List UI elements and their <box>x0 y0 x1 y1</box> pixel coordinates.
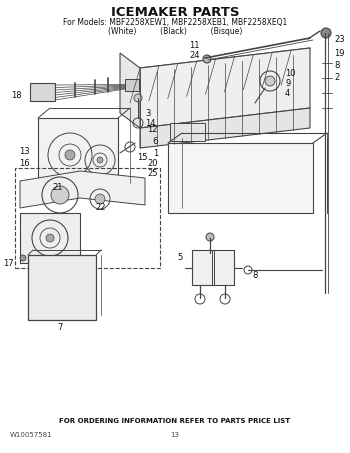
Bar <box>38 118 118 193</box>
Text: 13: 13 <box>170 432 180 438</box>
Circle shape <box>65 150 75 160</box>
Text: 12: 12 <box>147 125 158 135</box>
Text: 9: 9 <box>285 78 290 87</box>
Bar <box>192 250 234 285</box>
Circle shape <box>107 182 113 188</box>
Text: 6: 6 <box>153 136 158 145</box>
Text: 8: 8 <box>252 270 257 280</box>
Text: 3: 3 <box>145 109 150 117</box>
Text: 22: 22 <box>95 202 105 212</box>
Polygon shape <box>120 53 140 128</box>
Circle shape <box>97 157 103 163</box>
Text: 8: 8 <box>334 61 340 69</box>
Text: 14: 14 <box>145 119 155 127</box>
Bar <box>20 213 80 263</box>
Text: 21: 21 <box>52 183 63 192</box>
Text: 13: 13 <box>19 146 30 155</box>
Text: 19: 19 <box>334 48 344 58</box>
Text: ICEMAKER PARTS: ICEMAKER PARTS <box>111 6 239 19</box>
Text: 18: 18 <box>11 91 22 100</box>
Bar <box>15 168 160 268</box>
Polygon shape <box>130 48 310 103</box>
Polygon shape <box>140 108 310 148</box>
Circle shape <box>20 255 26 261</box>
Circle shape <box>43 182 49 188</box>
Bar <box>214 250 234 285</box>
Circle shape <box>321 28 331 38</box>
Bar <box>30 83 55 101</box>
Text: FOR ORDERING INFORMATION REFER TO PARTS PRICE LIST: FOR ORDERING INFORMATION REFER TO PARTS … <box>60 418 290 424</box>
Text: 16: 16 <box>19 159 30 168</box>
Text: 11: 11 <box>189 40 200 49</box>
Polygon shape <box>20 171 145 208</box>
Text: 2: 2 <box>334 73 339 82</box>
Text: 7: 7 <box>57 323 63 332</box>
Bar <box>125 79 139 91</box>
Text: 17: 17 <box>4 259 14 268</box>
Bar <box>28 255 96 320</box>
Text: 24: 24 <box>189 50 200 59</box>
Circle shape <box>134 94 142 102</box>
Text: 4: 4 <box>285 88 290 97</box>
Bar <box>192 250 212 285</box>
Polygon shape <box>140 48 310 128</box>
Text: 10: 10 <box>285 68 295 77</box>
Circle shape <box>51 186 69 204</box>
Circle shape <box>95 194 105 204</box>
Circle shape <box>203 55 211 63</box>
Circle shape <box>46 234 54 242</box>
Text: 20: 20 <box>147 159 158 168</box>
Text: 25: 25 <box>147 169 158 178</box>
Text: For Models: MBF2258XEW1, MBF2258XEB1, MBF2258XEQ1: For Models: MBF2258XEW1, MBF2258XEB1, MB… <box>63 19 287 28</box>
Circle shape <box>206 233 214 241</box>
Bar <box>168 143 313 213</box>
Text: W10057581: W10057581 <box>10 432 52 438</box>
Text: 23: 23 <box>334 35 345 44</box>
Text: 15: 15 <box>137 153 147 162</box>
Text: 5: 5 <box>178 252 183 261</box>
Text: (White)          (Black)          (Bisque): (White) (Black) (Bisque) <box>108 26 242 35</box>
Bar <box>170 123 205 141</box>
Text: 1: 1 <box>153 149 158 158</box>
Circle shape <box>265 76 275 86</box>
